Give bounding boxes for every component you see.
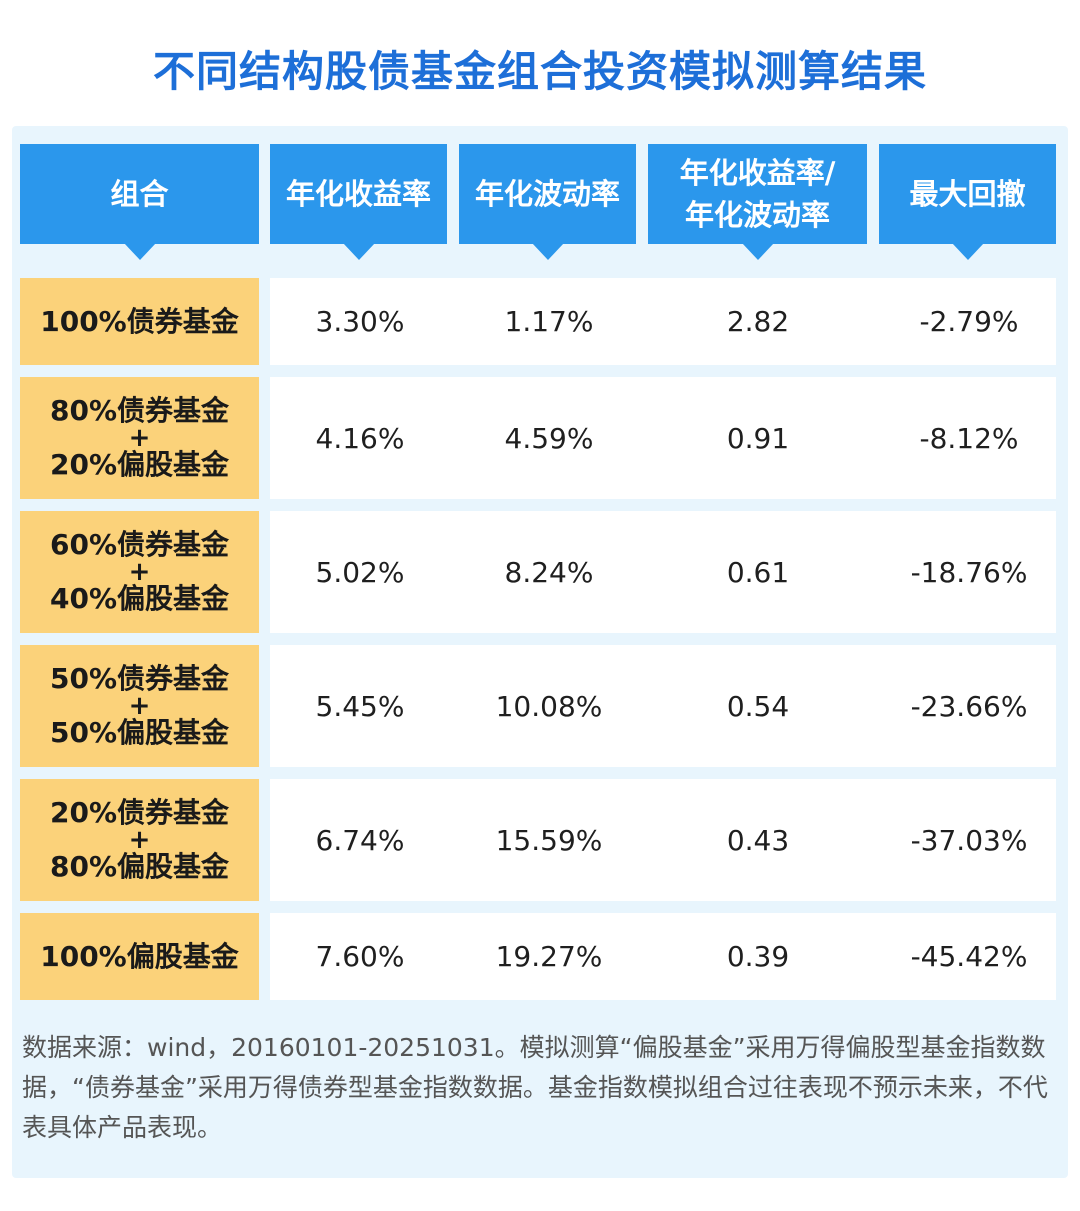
header-text: 年化收益率/ — [679, 156, 836, 190]
table-cell: 10.08% — [495, 689, 603, 723]
table-cell: 0.61 — [726, 555, 790, 589]
header-arrow-icon — [342, 243, 375, 260]
header-cell: 组合 — [20, 144, 259, 260]
table-cell: 19.27% — [495, 940, 603, 973]
table-cell: 5.02% — [315, 555, 405, 589]
table-cell: 5.45% — [315, 689, 405, 723]
footnote: 数据来源：wind，20160101-20251031。模拟测算“偏股基金”采用… — [22, 1033, 1048, 1142]
row-label-text: 80%偏股基金 — [49, 850, 230, 883]
row-label-text: 100%债券基金 — [40, 304, 239, 338]
header-arrow-icon — [951, 243, 984, 260]
plus-sign: + — [128, 691, 151, 721]
plus-sign: + — [128, 423, 151, 453]
row-label-text: 20%偏股基金 — [49, 448, 230, 481]
table-row — [270, 913, 1056, 1000]
table-cell: 0.43 — [726, 823, 790, 857]
row-label: 20%债券基金 +80%偏股基金 — [20, 779, 259, 901]
table-cell: 0.54 — [726, 689, 790, 723]
row-label: 100%偏股基金 — [20, 913, 259, 1000]
row-label-text: 80%债券基金 — [49, 394, 230, 427]
table-cell: 4.16% — [315, 421, 405, 455]
header-text: 最大回撤 — [909, 177, 1026, 211]
table-row — [270, 278, 1056, 365]
header-cell: 年化波动率 — [459, 144, 636, 260]
chart-title: 不同结构股债基金组合投资模拟测算结果 — [152, 47, 927, 96]
header-arrow-icon — [741, 243, 774, 260]
header-cell: 年化收益率/年化波动率 — [648, 144, 867, 260]
row-label-text: 50%偏股基金 — [49, 716, 230, 749]
table-cell: -2.79% — [919, 305, 1019, 338]
table-cell: 0.91 — [726, 421, 790, 455]
table-cell: 3.30% — [315, 305, 405, 338]
table-cell: 2.82 — [726, 305, 790, 338]
header-cell: 最大回撤 — [879, 144, 1056, 260]
table-cell: 15.59% — [495, 823, 603, 857]
header-cell: 年化收益率 — [270, 144, 447, 260]
table-row — [270, 645, 1056, 767]
table-row — [270, 779, 1056, 901]
table-cell: -18.76% — [910, 555, 1028, 589]
row-label: 50%债券基金 +50%偏股基金 — [20, 645, 259, 767]
row-label: 60%债券基金 +40%偏股基金 — [20, 511, 259, 633]
header-text: 年化波动率 — [474, 177, 620, 211]
table-cell: -23.66% — [910, 689, 1028, 723]
header-arrow-icon — [531, 243, 564, 260]
row-label-text: 40%偏股基金 — [49, 582, 230, 615]
table-cell: 8.24% — [504, 555, 594, 589]
header-text: 年化收益率 — [285, 177, 431, 211]
table-cell: 6.74% — [315, 823, 405, 857]
table-cell: -45.42% — [910, 940, 1028, 973]
table-cell: 7.60% — [315, 940, 405, 973]
plus-sign: + — [128, 825, 151, 855]
row-label-text: 50%债券基金 — [49, 662, 230, 695]
row-label-text: 60%债券基金 — [49, 528, 230, 561]
header-arrow-icon — [123, 243, 156, 260]
row-label: 100%债券基金 — [20, 278, 259, 365]
table-cell: -8.12% — [919, 421, 1019, 455]
table-cell: 1.17% — [504, 305, 594, 338]
table-row — [270, 511, 1056, 633]
table-cell: -37.03% — [910, 823, 1028, 857]
plus-sign: + — [128, 557, 151, 587]
header-text: 组合 — [110, 177, 169, 211]
table-cell: 4.59% — [504, 421, 594, 455]
row-label-text: 20%债券基金 — [49, 796, 230, 829]
row-label: 80%债券基金 +20%偏股基金 — [20, 377, 259, 499]
header-text: 年化波动率 — [684, 198, 830, 232]
row-label-text: 100%偏股基金 — [40, 939, 239, 973]
table-cell: 0.39 — [726, 940, 790, 973]
table-row — [270, 377, 1056, 499]
